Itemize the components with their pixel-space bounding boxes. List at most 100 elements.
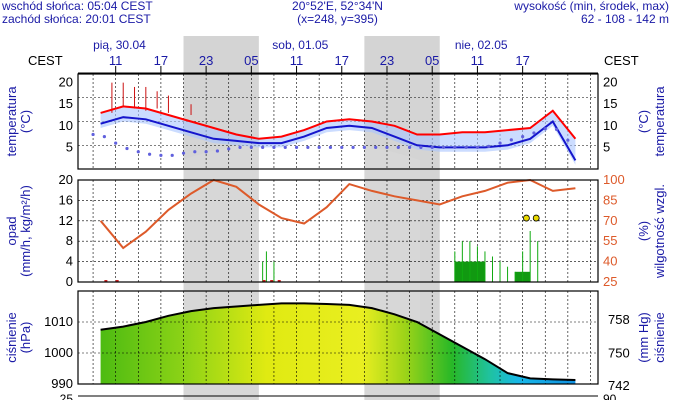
pressure-line [100,302,576,381]
temperature-tick-right-1: 20 [603,75,617,90]
day-label-1: pią, 30.04 [93,38,146,52]
dew-point-dot [374,145,378,150]
precip-tick-1: 20 [59,172,73,187]
pressure-tick-left-2: 1000 [44,345,73,360]
dew-point-dot [351,145,355,150]
hour-tick-label-1: 11 [109,53,123,68]
dew-point-dot [521,135,525,139]
dew-point-dot [487,144,491,148]
dew-point-dots [91,127,570,157]
hour-tick-label-9: 11 [471,53,485,68]
dew-point-dot [283,145,287,150]
temperature-mid-line [100,116,577,161]
dew-point-dot [430,145,434,150]
precip-tick-4: 8 [66,233,73,248]
temperature-tick-left-4: 5 [66,139,73,154]
dew-point-dot [396,145,400,150]
pressure-area [100,303,576,384]
dew-point-dot [317,145,321,150]
sunrise-text: wschód słońca: 05:04 CEST [2,0,153,13]
coordinates-text: 20°52'E, 52°34'N [292,0,383,13]
dew-point-dot [306,145,310,150]
dew-point-dot [532,131,536,135]
temperature-axis-unit-right: (°C) [636,110,651,133]
temperature-spread-band [100,106,576,165]
dew-point-dot [419,145,423,150]
precip-tick-6: 0 [66,274,73,289]
grid-3 [78,291,598,384]
day-label-2: sob, 01.05 [272,38,328,52]
hour-tick-label-2: 17 [154,53,168,68]
dew-point-dot [91,132,95,137]
pressure-axis-unit-right: (mm Hg) [636,312,651,363]
elevation-label: wysokość (min, środek, max) [514,0,669,13]
dew-point-dot [204,150,208,154]
pressure-tick-right-1: 758 [608,312,630,327]
precip-zero-marker-5 [277,280,281,282]
hour-tick-label-6: 17 [335,53,349,68]
pressure-tick-right-3: 742 [608,378,630,393]
hour-tick-label-3: 23 [199,53,213,68]
dew-point-dot [159,153,163,157]
hour-tick-label-10: 17 [515,53,529,68]
dew-point-dot [340,145,344,150]
pressure-axis-label: ciśnienie [4,312,19,363]
dew-point-dot [328,145,333,150]
temperature-tick-left-2: 15 [59,96,73,111]
temperature-tick-right-2: 15 [603,96,617,111]
dew-point-dot [261,145,265,150]
precip-tick-3: 12 [59,213,73,228]
temperature-tick-right-3: 10 [603,118,617,133]
dew-point-dot [498,141,502,145]
precip-axis-unit: (mm/h, kg/m²/h) [18,185,33,277]
precip-axis-label: opad [4,217,19,246]
hour-tick-label-4: 05 [244,53,258,68]
temperature-axis-label-right: temperatura [652,86,667,157]
dew-point-dot [362,145,366,150]
temperature-tick-right-4: 5 [603,139,610,154]
pressure-axis-label-right: ciśnienie [652,312,667,363]
dew-point-dot [475,145,480,150]
dew-point-dot [238,145,242,150]
dew-point-dot [227,147,231,151]
humidity-tick-6: 25 [603,274,617,289]
dew-point-dot [566,138,570,142]
dew-point-dot [147,152,152,156]
humidity-tick-3: 70 [603,213,617,228]
panel-frame-1 [77,73,599,170]
next-panel-tick-left: 25 [60,392,74,400]
hour-tick-label-7: 23 [380,53,394,68]
sunset-text: zachód słońca: 20:01 CEST [2,12,151,26]
dew-point-dot [181,151,186,155]
temperature-axis-unit: (°C) [18,110,33,133]
timezone-right: CEST [604,53,639,68]
dew-point-dot [554,127,559,132]
humidity-axis-unit: (%) [636,221,651,241]
pressure-tick-left-1: 1010 [44,314,73,329]
humidity-tick-4: 55 [603,233,617,248]
precip-tick-2: 16 [59,192,73,207]
temperature-error-bars [111,82,192,116]
elevation-values: 62 - 108 - 142 m [580,12,669,26]
precip-bars [262,231,539,282]
timezone-left: CEST [28,53,63,68]
dew-point-dot [407,145,412,150]
temperature-max-line [100,105,577,140]
precip-zero-markers [104,280,281,282]
temperature-tick-left-3: 10 [59,118,73,133]
dew-point-dot [509,138,513,142]
hour-tick-label-8: 05 [425,53,439,68]
dew-point-dot [136,150,140,154]
dew-point-dot [249,145,253,150]
storm-marker-1 [523,214,530,222]
dew-point-dot [272,145,276,150]
day-label-3: nie, 02.05 [455,38,508,52]
storm-marker-2 [532,214,540,222]
precip-zero-marker-1 [104,280,108,282]
pressure-axis-unit: (hPa) [18,322,33,354]
dew-point-dot [453,145,457,150]
dew-point-dot [215,149,220,153]
humidity-tick-2: 85 [603,192,617,207]
